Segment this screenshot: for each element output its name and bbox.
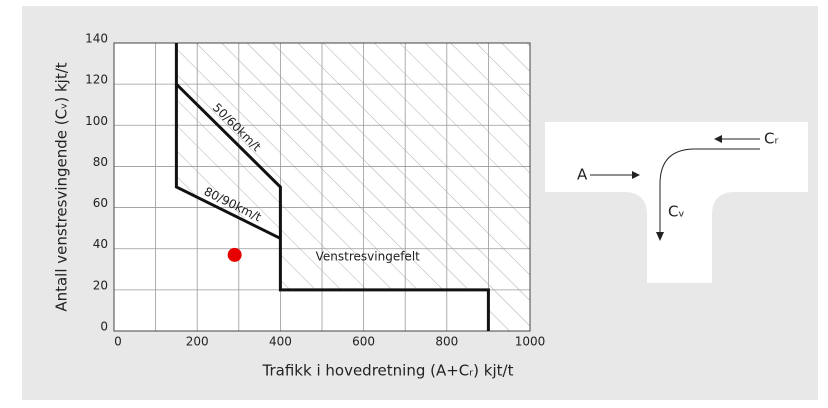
- x-tick-label: 400: [269, 335, 292, 349]
- road: [545, 122, 808, 283]
- arrow: [659, 148, 760, 232]
- arrow-head: [714, 135, 722, 143]
- x-tick-label: 600: [352, 335, 375, 349]
- junction-label: Cᵥ: [668, 203, 685, 221]
- y-tick-label: 80: [93, 155, 108, 169]
- boundary-line: [174, 84, 282, 240]
- x-tick-label: 0: [114, 335, 122, 349]
- y-tick-label: 40: [93, 237, 108, 251]
- plot-frame: [113, 42, 531, 332]
- junction-label: Cᵣ: [764, 130, 778, 148]
- x-tick-label: 200: [186, 335, 209, 349]
- x-tick-label: 1000: [515, 335, 546, 349]
- arrow-head: [656, 232, 664, 241]
- y-tick-label: 120: [85, 73, 108, 87]
- hatch-region: [176, 43, 530, 331]
- y-axis-label: Antall venstresvingende (Cᵥ) kjt/t: [53, 62, 71, 311]
- junction: A Cᵣ Cᵥ: [545, 122, 808, 283]
- y-tick-label: 60: [93, 196, 108, 210]
- y-tick-label: 140: [85, 32, 108, 46]
- y-tick-label: 0: [100, 320, 108, 334]
- y-tick-label: 20: [93, 278, 108, 292]
- x-axis-label: Trafikk i hovedretning (A+Cᵣ) kjt/t: [262, 362, 514, 380]
- junction-label: A: [577, 166, 588, 184]
- y-tick-label: 100: [85, 114, 108, 128]
- region-label: Venstresvingefelt: [316, 249, 421, 263]
- data-point: [227, 247, 242, 262]
- arrow-head: [632, 171, 640, 179]
- x-tick-label: 800: [435, 335, 458, 349]
